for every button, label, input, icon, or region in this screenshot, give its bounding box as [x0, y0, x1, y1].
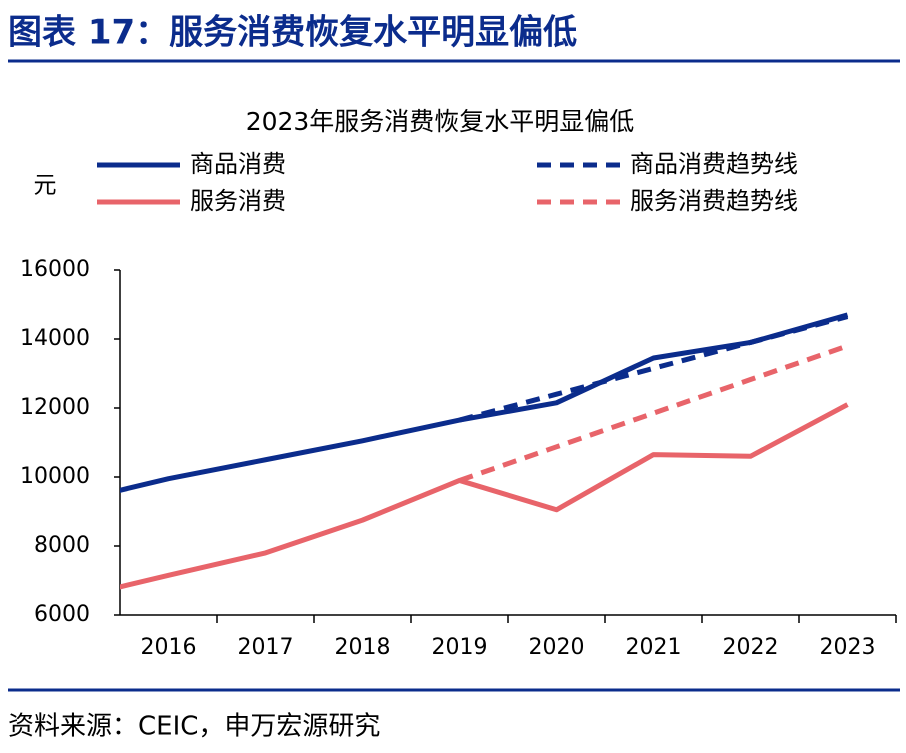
x-tick-label: 2019	[432, 635, 488, 660]
y-tick-label: 14000	[20, 326, 90, 351]
legend-label: 商品消费趋势线	[630, 150, 798, 178]
legend-label: 服务消费趋势线	[630, 187, 798, 215]
legend-label: 商品消费	[190, 150, 286, 178]
y-axis-label: 元	[34, 173, 57, 199]
series-line	[120, 402, 849, 590]
x-tick-label: 2020	[529, 635, 585, 660]
header-title: 图表 17：服务消费恢复水平明显偏低	[8, 13, 577, 53]
x-tick-label: 2016	[141, 635, 197, 660]
y-tick-label: 16000	[20, 257, 90, 282]
source-note: 资料来源：CEIC，申万宏源研究	[8, 712, 380, 742]
y-tick-label: 12000	[20, 395, 90, 420]
x-tick-label: 2017	[238, 635, 294, 660]
legend-label: 服务消费	[190, 187, 286, 215]
series-line	[458, 343, 849, 483]
y-tick-label: 6000	[34, 602, 90, 627]
chart-title: 2023年服务消费恢复水平明显偏低	[246, 107, 635, 136]
series-line	[120, 312, 849, 493]
y-tick-label: 10000	[20, 464, 90, 489]
y-tick-label: 8000	[34, 533, 90, 558]
series-line	[458, 314, 849, 423]
x-tick-label: 2018	[335, 635, 391, 660]
x-tick-label: 2022	[723, 635, 779, 660]
plot-area	[120, 312, 849, 590]
x-tick-label: 2023	[820, 635, 876, 660]
x-tick-label: 2021	[626, 635, 682, 660]
